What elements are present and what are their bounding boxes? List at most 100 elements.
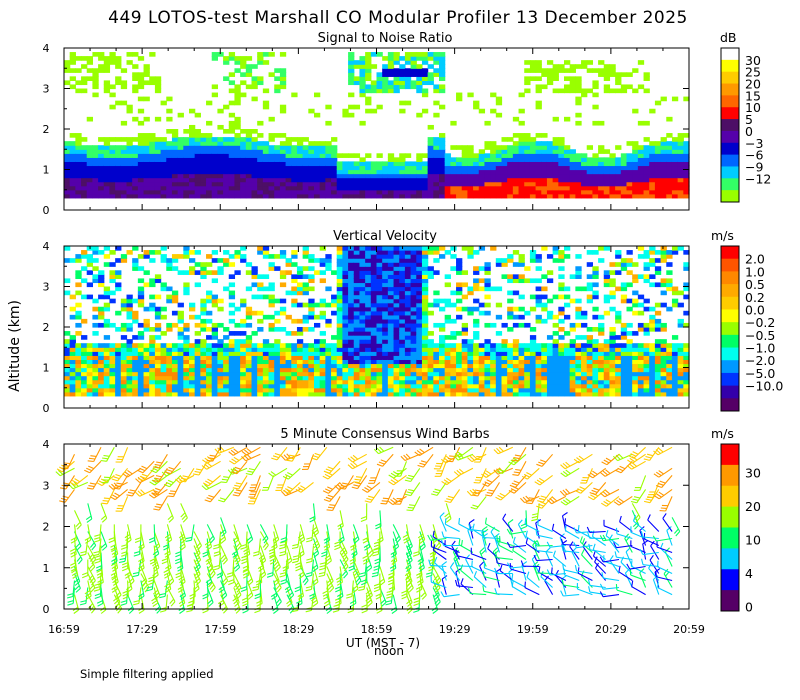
- snr-cell: [507, 189, 514, 195]
- vv-cell: [331, 294, 338, 300]
- vv-cell: [399, 318, 406, 324]
- vv-cell: [433, 351, 440, 356]
- snr-cell: [507, 181, 514, 187]
- vv-cell: [421, 318, 429, 324]
- vv-cell: [387, 359, 395, 365]
- snr-cell: [109, 177, 116, 183]
- vv-cell: [137, 254, 145, 259]
- snr-cell: [490, 193, 497, 199]
- snr-cell: [439, 60, 446, 65]
- snr-cell: [541, 149, 548, 154]
- snr-cell: [524, 169, 531, 175]
- snr-cell: [677, 149, 684, 154]
- snr-cell: [132, 177, 139, 183]
- snr-cell: [439, 185, 446, 191]
- vv-cell: [223, 379, 230, 385]
- vv-cell: [228, 290, 236, 296]
- vv-cell: [314, 314, 321, 320]
- snr-cell: [416, 193, 423, 199]
- vv-cell: [234, 339, 241, 344]
- snr-cell: [632, 149, 639, 154]
- vv-cell: [302, 355, 309, 360]
- vv-cell: [541, 318, 548, 324]
- vv-cell: [586, 335, 594, 340]
- vv-cell: [308, 302, 315, 308]
- vv-cell: [649, 322, 656, 328]
- vv-cell: [581, 379, 588, 385]
- vv-cell: [461, 391, 469, 397]
- vv-cell: [376, 355, 383, 360]
- snr-cell: [234, 96, 241, 102]
- vv-cell: [552, 351, 559, 356]
- snr-cell: [137, 137, 145, 142]
- snr-cell: [217, 137, 224, 142]
- vv-cell: [564, 391, 571, 397]
- vv-cell: [314, 367, 321, 373]
- vv-cell: [342, 258, 349, 263]
- snr-cell: [564, 116, 571, 122]
- snr-cell: [177, 193, 184, 199]
- snr-cell: [365, 84, 372, 90]
- vv-cell: [331, 343, 338, 348]
- snr-cell: [206, 169, 213, 175]
- snr-cell: [109, 185, 116, 191]
- vv-cell: [421, 391, 429, 397]
- snr-cell: [314, 177, 321, 183]
- vv-cell: [234, 379, 241, 385]
- vv-cell: [103, 383, 111, 389]
- snr-cell: [274, 76, 281, 81]
- vv-cell: [166, 294, 173, 300]
- vv-cell: [393, 335, 400, 340]
- snr-cell: [279, 133, 287, 138]
- snr-cell: [69, 84, 76, 90]
- vv-cell: [234, 347, 241, 352]
- snr-cell: [387, 185, 395, 191]
- vv-cell: [92, 331, 99, 336]
- snr-cell: [291, 145, 298, 150]
- vv-cell: [683, 266, 690, 271]
- vv-cell: [637, 294, 645, 300]
- snr-cell: [171, 161, 179, 167]
- snr-cell: [274, 161, 281, 167]
- vv-cell: [171, 266, 179, 271]
- vv-cell: [387, 367, 395, 373]
- wind-barb: [113, 475, 129, 490]
- vv-cell: [353, 322, 361, 328]
- vv-cell: [393, 306, 400, 312]
- vv-cell: [137, 302, 145, 308]
- vv-cell: [166, 379, 173, 385]
- snr-cell: [433, 185, 440, 191]
- vv-cell: [478, 343, 486, 348]
- vv-cell: [353, 351, 361, 356]
- vv-cell: [285, 331, 292, 336]
- snr-cell: [649, 157, 656, 162]
- vv-cell: [268, 383, 275, 389]
- vv-cell: [501, 274, 508, 279]
- vv-cell: [296, 387, 304, 393]
- vv-cell: [484, 282, 491, 288]
- vv-cell: [416, 331, 423, 336]
- snr-cell: [115, 56, 122, 61]
- snr-cell: [126, 137, 133, 142]
- vv-cell: [177, 327, 184, 332]
- vv-cell: [314, 383, 321, 389]
- snr-cell: [223, 181, 230, 187]
- snr-cell: [126, 161, 133, 167]
- wind-barb: [202, 580, 209, 600]
- snr-cell: [137, 72, 145, 77]
- vv-cell: [194, 331, 201, 336]
- vv-cell: [274, 359, 281, 365]
- snr-cell: [348, 60, 355, 65]
- vv-cell: [643, 274, 650, 279]
- snr-cell: [342, 161, 349, 167]
- snr-cell: [132, 193, 139, 199]
- snr-cell: [660, 173, 667, 179]
- vv-cell: [615, 383, 622, 389]
- snr-cell: [240, 60, 247, 65]
- snr-cell: [541, 173, 548, 179]
- vv-cell: [370, 278, 378, 284]
- vv-cell: [558, 351, 565, 356]
- vv-cell: [194, 379, 201, 385]
- snr-cell: [603, 72, 611, 77]
